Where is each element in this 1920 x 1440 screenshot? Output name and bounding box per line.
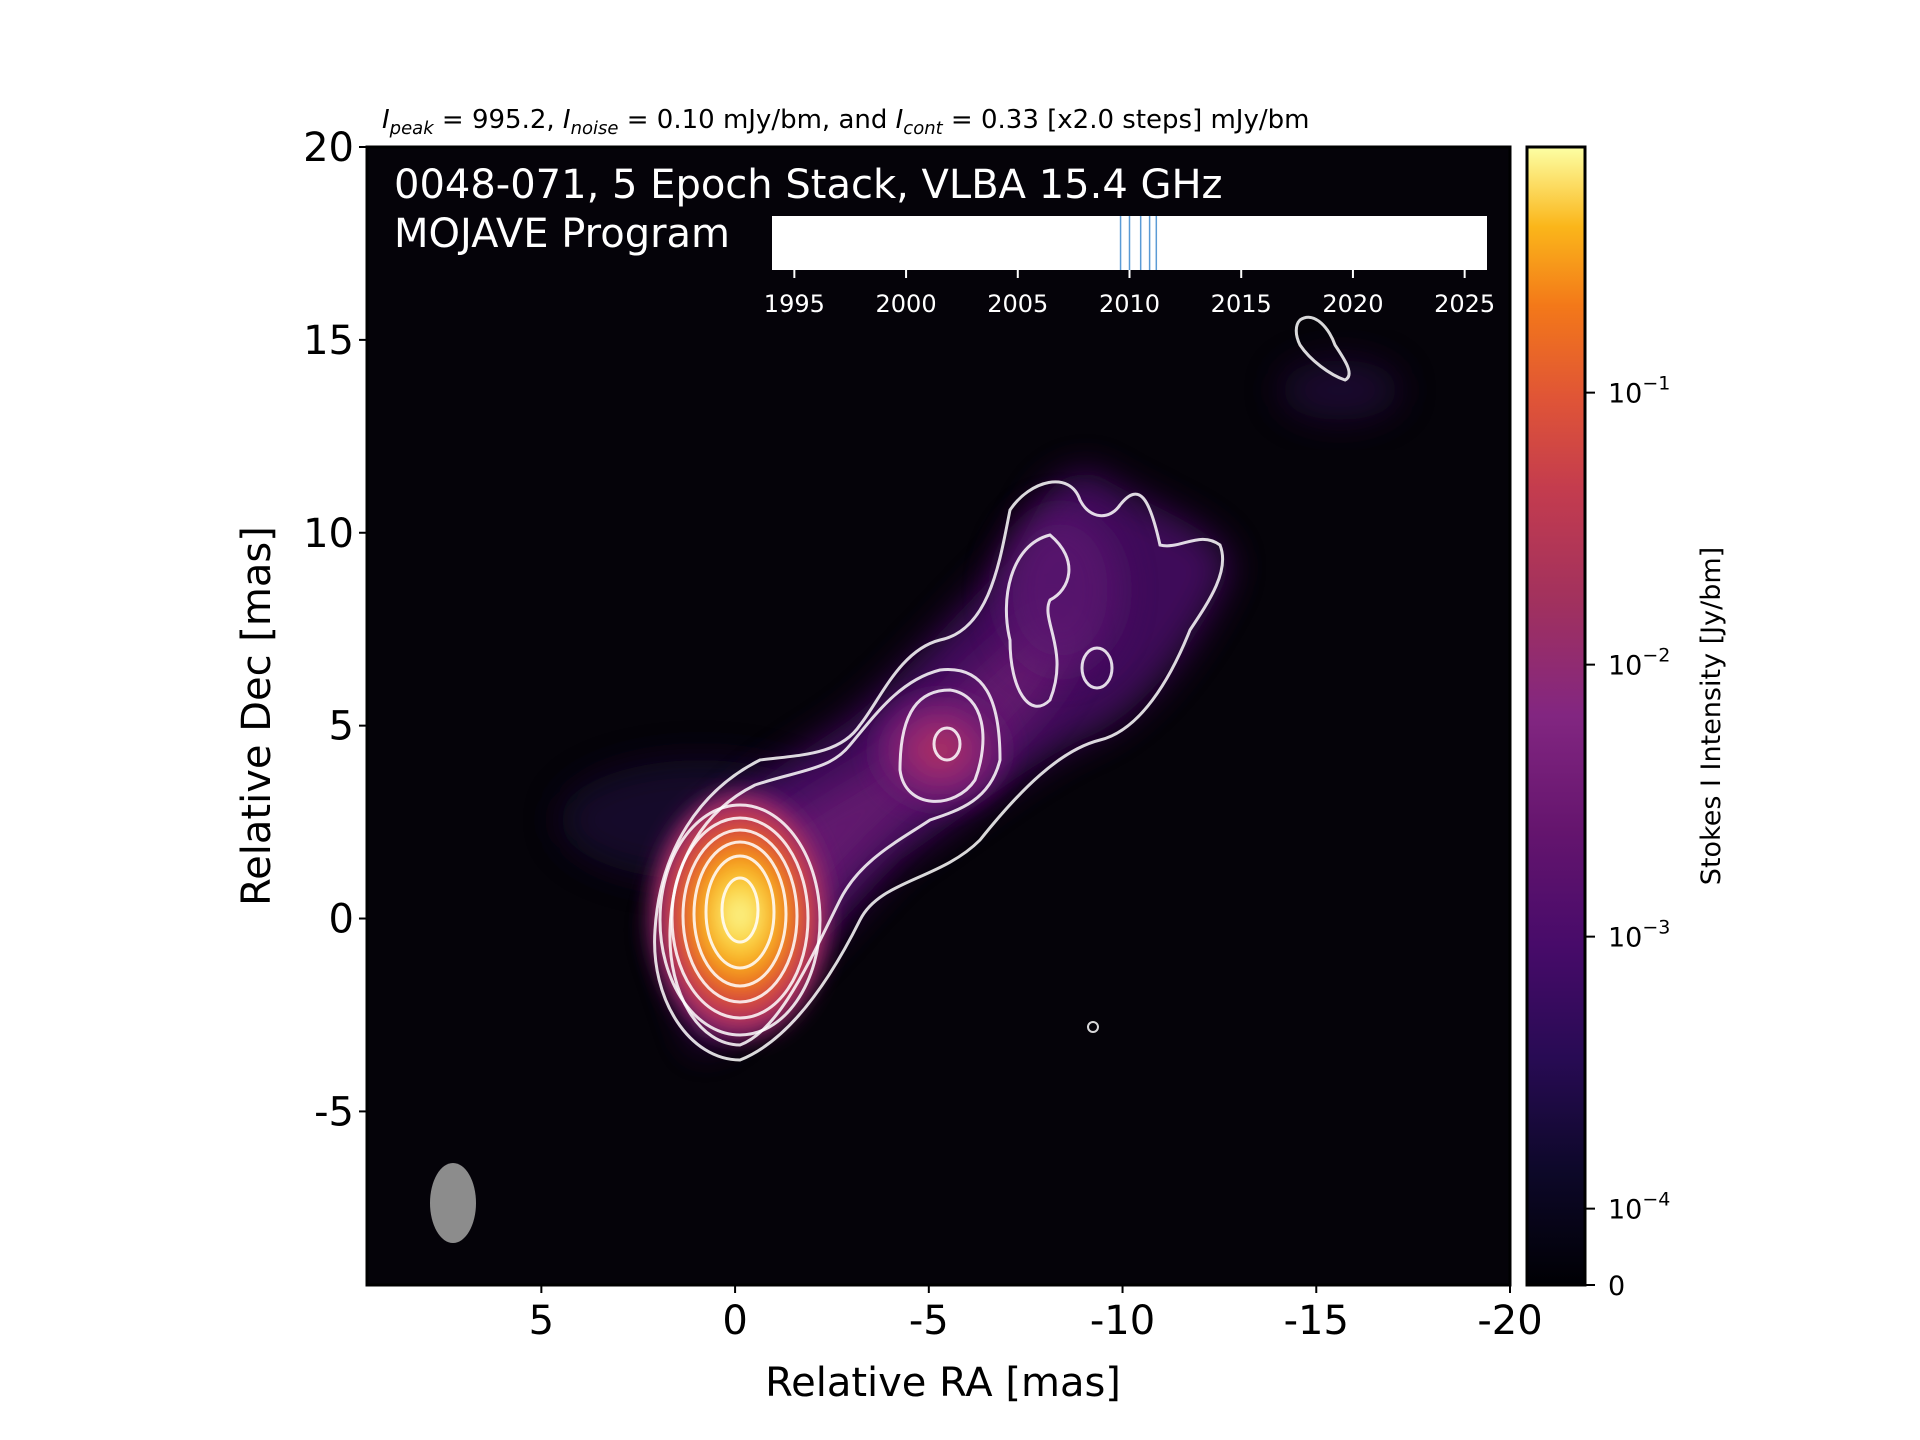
- timeline-tick-label: 2015: [1211, 290, 1272, 318]
- core-emission: [650, 790, 830, 1040]
- y-tick-label: 0: [329, 897, 354, 943]
- y-axis: -5 0 5 10 15 20: [303, 125, 367, 1135]
- y-tick-label: 5: [329, 704, 354, 750]
- beam-ellipse: [430, 1163, 476, 1243]
- x-tick-label: 0: [722, 1298, 747, 1344]
- timeline-tick-label: 2010: [1099, 290, 1160, 318]
- x-tick-label: 5: [529, 1298, 554, 1344]
- x-tick-label: -15: [1284, 1298, 1349, 1344]
- contour-10: [692, 840, 788, 988]
- timeline-marks: 1995 2000 2005 2010 2015 2020 2025: [764, 216, 1495, 318]
- colorbar-tick-label: 10−4: [1608, 1189, 1670, 1226]
- timeline-tick-label: 2005: [987, 290, 1048, 318]
- colorbar-gradient: [1527, 147, 1585, 1285]
- contour-1: [653, 480, 1225, 1062]
- colorbar-frame: [1525, 145, 1587, 1287]
- contour-13: [1294, 316, 1351, 382]
- contour-11: [704, 854, 776, 970]
- timeline-tick-label: 1995: [764, 290, 825, 318]
- contour-5: [898, 688, 985, 803]
- timeline-tick-label: 2020: [1322, 290, 1383, 318]
- contour-8: [670, 816, 810, 1020]
- colorbar-ticks: 10−1 10−2 10−3 10−4 0: [1585, 373, 1670, 1302]
- contour-9: [681, 828, 799, 1004]
- contour-6: [932, 726, 962, 762]
- knot-emission: [870, 690, 1010, 810]
- x-tick-label: -20: [1477, 1298, 1542, 1344]
- contour-3: [1080, 646, 1114, 690]
- contour-12: [720, 876, 760, 944]
- contour-7: [658, 803, 822, 1037]
- y-axis-label: Relative Dec [mas]: [234, 526, 280, 906]
- colorbar-label: Stokes I Intensity [Jy/bm]: [1696, 547, 1727, 885]
- colorbar: 10−1 10−2 10−3 10−4 0 Stokes I Intensity [Jy…: [1525, 145, 1727, 1302]
- epoch-timeline: 1995 2000 2005 2010 2015 2020 2025: [764, 216, 1495, 318]
- x-tick-label: -5: [909, 1298, 949, 1344]
- colorbar-tick-label: 10−1: [1608, 373, 1670, 410]
- contours: [653, 316, 1351, 1062]
- colorbar-tick-label: 10−3: [1608, 917, 1670, 954]
- y-tick-label: 10: [303, 511, 354, 557]
- image-panel: 0048-071, 5 Epoch Stack, VLBA 15.4 GHz M…: [365, 145, 1512, 1287]
- contour-2: [1004, 533, 1071, 708]
- plot-frame: [365, 145, 1512, 1287]
- stats-header: Ipeak = 995.2, Inoise = 0.10 mJy/bm, and…: [382, 105, 1309, 139]
- panel-title: 0048-071, 5 Epoch Stack, VLBA 15.4 GHz: [394, 162, 1223, 208]
- x-axis-label: Relative RA [mas]: [765, 1360, 1121, 1406]
- y-tick-label: 20: [303, 125, 354, 171]
- timeline-tick-label: 2025: [1434, 290, 1495, 318]
- y-tick-label: 15: [303, 318, 354, 364]
- x-tick-label: -10: [1090, 1298, 1155, 1344]
- intensity-map: [430, 316, 1400, 1243]
- colorbar-tick-label: 0: [1608, 1271, 1625, 1302]
- contour-14: [1087, 1021, 1099, 1033]
- colorbar-tick-label: 10−2: [1608, 645, 1670, 682]
- panel-subtitle: MOJAVE Program: [394, 211, 730, 257]
- timeline-tick-label: 2000: [876, 290, 937, 318]
- x-axis: 5 0 -5 -10 -15 -20: [529, 1285, 1543, 1344]
- y-tick-label: -5: [314, 1089, 354, 1135]
